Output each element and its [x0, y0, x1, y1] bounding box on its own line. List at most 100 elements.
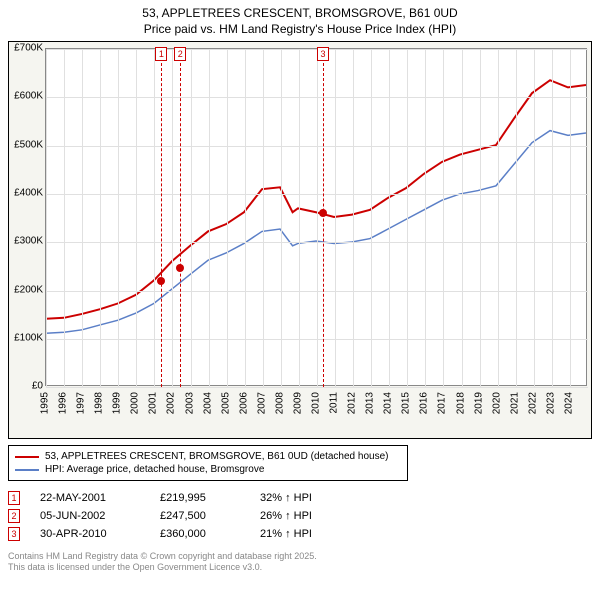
chart-container: 53, APPLETREES CRESCENT, BROMSGROVE, B61…: [0, 0, 600, 590]
sale-price: £219,995: [160, 492, 240, 504]
gridline-v: [353, 49, 354, 387]
x-axis-label: 2022: [527, 392, 538, 414]
gridline-v: [389, 49, 390, 387]
chart-area: 12 3 £0 £100K £200K £300K £400K £500K £600K £700…: [8, 41, 592, 439]
sale-date: 30-APR-2010: [40, 528, 140, 540]
sale-marker-line: [180, 63, 181, 387]
legend-label: HPI: Average price, detached house, Brom…: [45, 464, 264, 475]
gridline-v: [64, 49, 65, 387]
x-axis-label: 2014: [383, 392, 394, 414]
sale-price: £360,000: [160, 528, 240, 540]
title-line-1: 53, APPLETREES CRESCENT, BROMSGROVE, B61…: [8, 6, 592, 22]
series-line: [46, 131, 586, 334]
sale-number-box: 2: [8, 509, 20, 523]
x-axis-label: 2001: [148, 392, 159, 414]
x-axis-label: 2023: [545, 392, 556, 414]
sale-marker-dot: [176, 264, 184, 272]
sale-price: £247,500: [160, 510, 240, 522]
x-axis-label: 2020: [491, 392, 502, 414]
sale-diff: 21% ↑ HPI: [260, 528, 312, 540]
series-line: [46, 80, 586, 319]
y-axis-label: £300K: [9, 236, 43, 247]
y-axis-label: £0: [9, 381, 43, 392]
sale-number-box: 1: [8, 491, 20, 505]
x-axis-label: 2018: [455, 392, 466, 414]
y-axis-label: £600K: [9, 91, 43, 102]
plot-area: 12 3: [45, 48, 587, 386]
x-axis-label: 2008: [274, 392, 285, 414]
x-axis-label: 2021: [509, 392, 520, 414]
sale-marker-dot: [157, 277, 165, 285]
gridline-v: [516, 49, 517, 387]
gridline-h: [46, 387, 588, 388]
gridline-v: [227, 49, 228, 387]
sale-number-box: 3: [8, 527, 20, 541]
x-axis-label: 2016: [419, 392, 430, 414]
footnote-line-1: Contains HM Land Registry data © Crown c…: [8, 551, 592, 562]
sale-marker-box: 1: [155, 47, 167, 61]
sale-date: 22-MAY-2001: [40, 492, 140, 504]
sale-row: 2 05-JUN-2002 £247,500 26% ↑ HPI: [8, 507, 592, 525]
x-axis-label: 2006: [238, 392, 249, 414]
legend-row: 53, APPLETREES CRESCENT, BROMSGROVE, B61…: [15, 450, 401, 463]
title-block: 53, APPLETREES CRESCENT, BROMSGROVE, B61…: [8, 6, 592, 37]
gridline-v: [82, 49, 83, 387]
gridline-v: [263, 49, 264, 387]
x-axis-label: 1995: [40, 392, 51, 414]
x-axis-label: 2011: [329, 392, 340, 414]
legend-row: HPI: Average price, detached house, Brom…: [15, 463, 401, 476]
gridline-v: [480, 49, 481, 387]
gridline-v: [281, 49, 282, 387]
y-axis-label: £700K: [9, 43, 43, 54]
gridline-v: [245, 49, 246, 387]
x-axis-label: 2024: [563, 392, 574, 414]
y-axis-label: £100K: [9, 332, 43, 343]
x-axis-label: 2005: [220, 392, 231, 414]
x-axis-label: 1996: [58, 392, 69, 414]
gridline-v: [407, 49, 408, 387]
legend: 53, APPLETREES CRESCENT, BROMSGROVE, B61…: [8, 445, 408, 481]
gridline-v: [462, 49, 463, 387]
x-axis-label: 2002: [166, 392, 177, 414]
gridline-v: [552, 49, 553, 387]
legend-swatch: [15, 469, 39, 471]
x-axis-label: 2019: [473, 392, 484, 414]
gridline-v: [570, 49, 571, 387]
x-axis-label: 1999: [112, 392, 123, 414]
gridline-v: [136, 49, 137, 387]
sale-date: 05-JUN-2002: [40, 510, 140, 522]
sale-marker-box: 2: [174, 47, 186, 61]
gridline-v: [172, 49, 173, 387]
y-axis-label: £400K: [9, 188, 43, 199]
sale-diff: 32% ↑ HPI: [260, 492, 312, 504]
gridline-v: [425, 49, 426, 387]
title-line-2: Price paid vs. HM Land Registry's House …: [8, 22, 592, 38]
legend-label: 53, APPLETREES CRESCENT, BROMSGROVE, B61…: [45, 451, 388, 462]
gridline-v: [371, 49, 372, 387]
sales-table: 1 22-MAY-2001 £219,995 32% ↑ HPI 2 05-JUN-200…: [8, 489, 592, 543]
x-axis-label: 2012: [347, 392, 358, 414]
sale-row: 1 22-MAY-2001 £219,995 32% ↑ HPI: [8, 489, 592, 507]
gridline-v: [299, 49, 300, 387]
footnote: Contains HM Land Registry data © Crown c…: [8, 551, 592, 573]
x-axis-label: 2000: [130, 392, 141, 414]
x-axis-label: 1998: [94, 392, 105, 414]
gridline-v: [443, 49, 444, 387]
x-axis-label: 1997: [76, 392, 87, 414]
x-axis-label: 2015: [401, 392, 412, 414]
y-axis-label: £200K: [9, 284, 43, 295]
gridline-v: [498, 49, 499, 387]
sale-marker-box: 3: [317, 47, 329, 61]
x-axis-label: 2010: [311, 392, 322, 414]
chart-svg: [46, 49, 586, 385]
sale-diff: 26% ↑ HPI: [260, 510, 312, 522]
x-axis-label: 2017: [437, 392, 448, 414]
sale-marker-line: [161, 63, 162, 387]
footnote-line-2: This data is licensed under the Open Gov…: [8, 562, 592, 573]
sale-row: 3 30-APR-2010 £360,000 21% ↑ HPI: [8, 525, 592, 543]
gridline-v: [209, 49, 210, 387]
y-axis-label: £500K: [9, 139, 43, 150]
x-axis-label: 2003: [184, 392, 195, 414]
gridline-v: [100, 49, 101, 387]
legend-swatch: [15, 456, 39, 458]
